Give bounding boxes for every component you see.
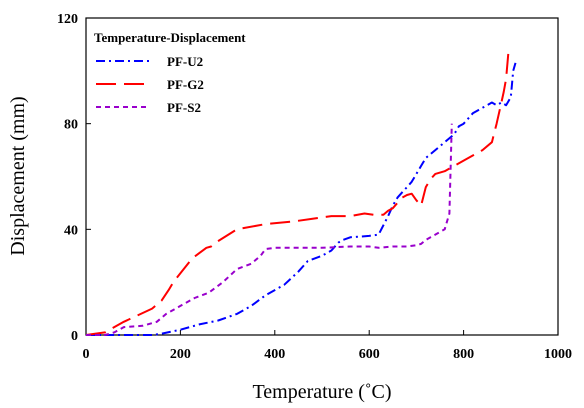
y-tick-label: 80 (64, 118, 78, 133)
legend-title: Temperature-Displacement (94, 30, 246, 45)
series-line-pf-u2 (86, 62, 517, 336)
x-tick-label: 1000 (544, 347, 572, 362)
y-tick-label: 40 (64, 223, 78, 238)
x-tick-label: 0 (83, 347, 90, 362)
y-tick-label: 0 (71, 329, 78, 344)
series-line-pf-s2 (86, 123, 453, 336)
legend-label-pf-g2: PF-G2 (167, 77, 204, 92)
x-tick-label: 800 (453, 347, 474, 362)
x-tick-label: 200 (170, 347, 191, 362)
y-tick-label: 120 (57, 12, 78, 27)
x-axis-ticks: 0 200 400 600 800 1000 (83, 330, 572, 362)
legend-items: PF-U2 PF-G2 PF-S2 (96, 54, 204, 115)
x-axis-label: Temperature (˚C) (252, 381, 391, 403)
legend-label-pf-u2: PF-U2 (167, 54, 203, 69)
series-layer (85, 52, 517, 336)
legend: Temperature-Displacement PF-U2 PF-G2 PF-S2 (94, 30, 246, 115)
legend-label-pf-s2: PF-S2 (167, 100, 201, 115)
y-axis-ticks: 0 40 80 120 (57, 12, 91, 344)
y-axis-label: Displacement (mm) (7, 96, 29, 255)
x-tick-label: 600 (359, 347, 380, 362)
plot-frame (85, 17, 559, 336)
series-line-pf-g2 (85, 52, 510, 336)
x-tick-label: 400 (264, 347, 285, 362)
